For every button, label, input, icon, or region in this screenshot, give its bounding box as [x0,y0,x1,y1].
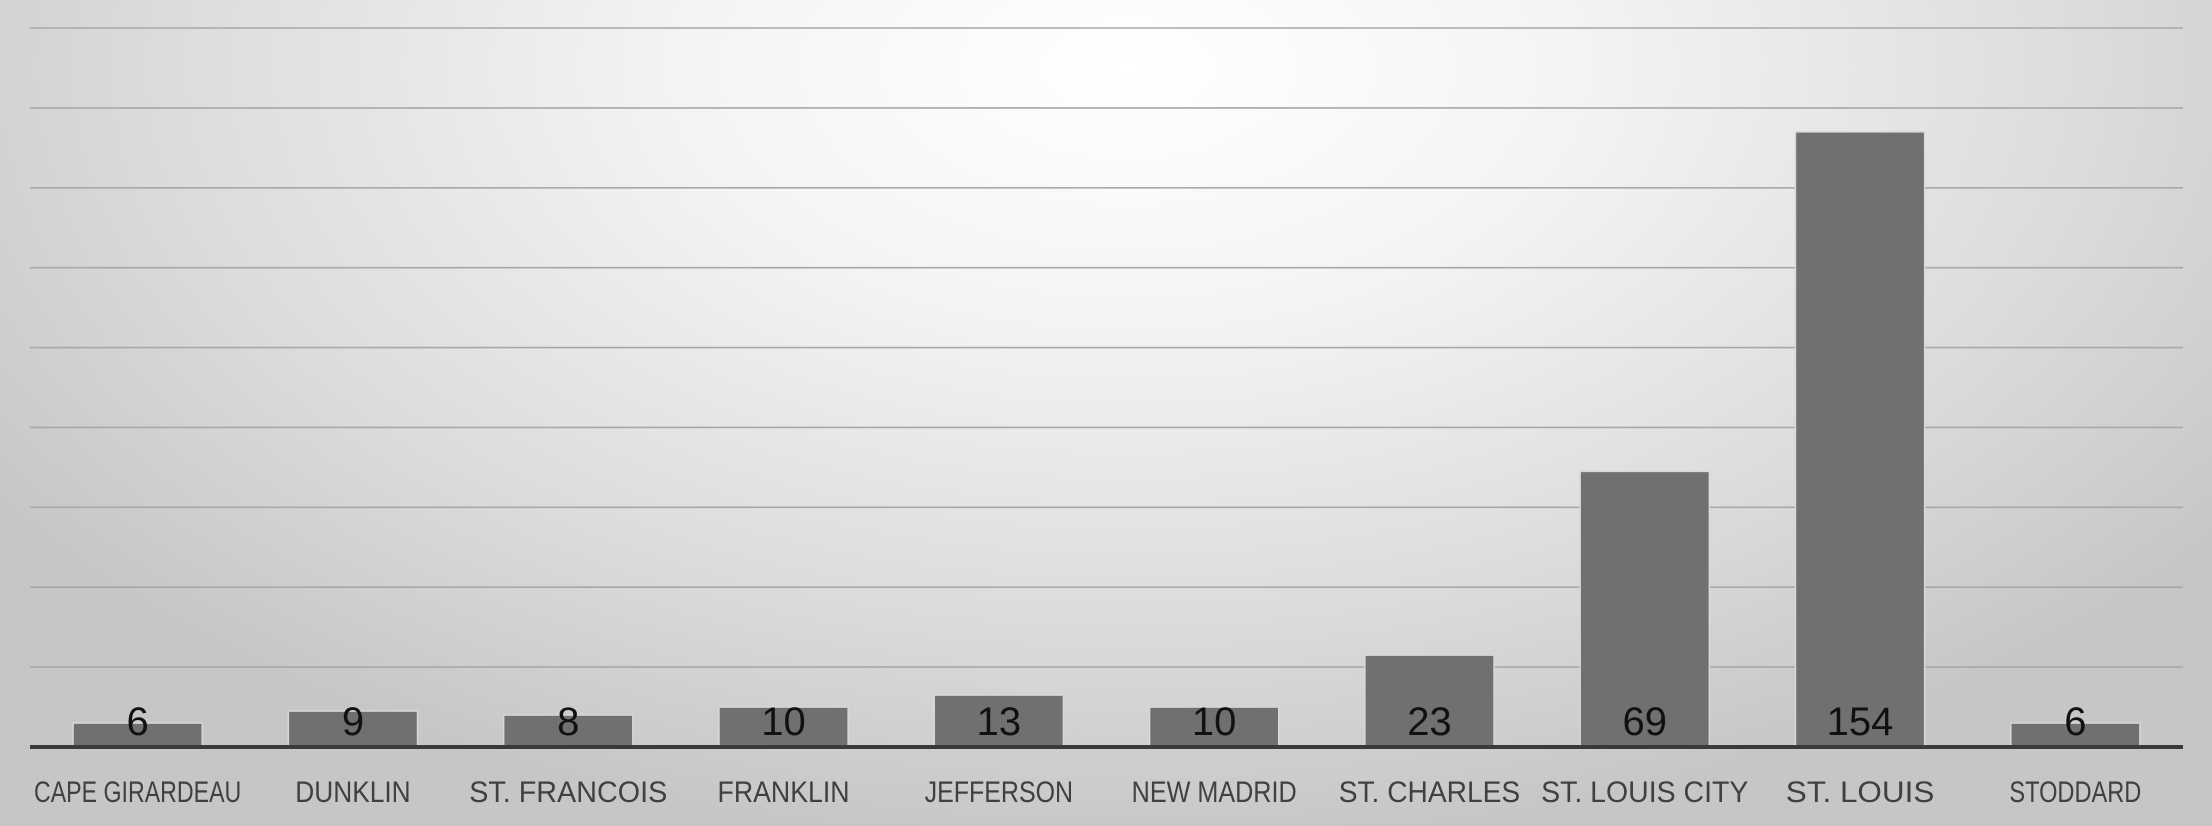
x-tick-label: ST. CHARLES [1339,776,1521,809]
x-tick-label: NEW MADRID [1132,776,1297,809]
data-label: 23 [1407,700,1452,744]
data-label: 10 [761,700,806,744]
bars [72,131,2141,748]
bar [1794,131,1926,748]
data-label: 6 [2064,700,2086,744]
data-label: 9 [342,700,364,744]
x-tick-label: ST. LOUIS [1786,776,1935,809]
x-tick-label: ST. FRANCOIS [469,776,667,809]
bar [933,694,1065,748]
x-tick-label: ST. LOUIS CITY [1541,776,1748,809]
x-tick-label: JEFFERSON [925,776,1074,809]
bar [287,710,419,748]
x-tick-labels: CAPE GIRARDEAU DUNKLIN ST. FRANCOIS FRANKLI… [34,776,2141,809]
bar [1579,470,1711,748]
gridlines [30,27,2183,668]
bar [502,714,634,748]
x-tick-label: STODDARD [2009,776,2141,809]
data-label: 8 [557,700,579,744]
x-tick-label: FRANKLIN [718,776,850,809]
data-label: 154 [1827,700,1894,744]
data-label: 6 [127,700,149,744]
x-tick-label: DUNKLIN [295,776,411,809]
data-label: 69 [1623,700,1668,744]
data-label: 13 [977,700,1022,744]
data-label: 10 [1192,700,1237,744]
data-labels: 6 9 8 10 13 10 23 69 154 6 [127,700,2087,744]
x-tick-label: CAPE GIRARDEAU [34,776,241,809]
